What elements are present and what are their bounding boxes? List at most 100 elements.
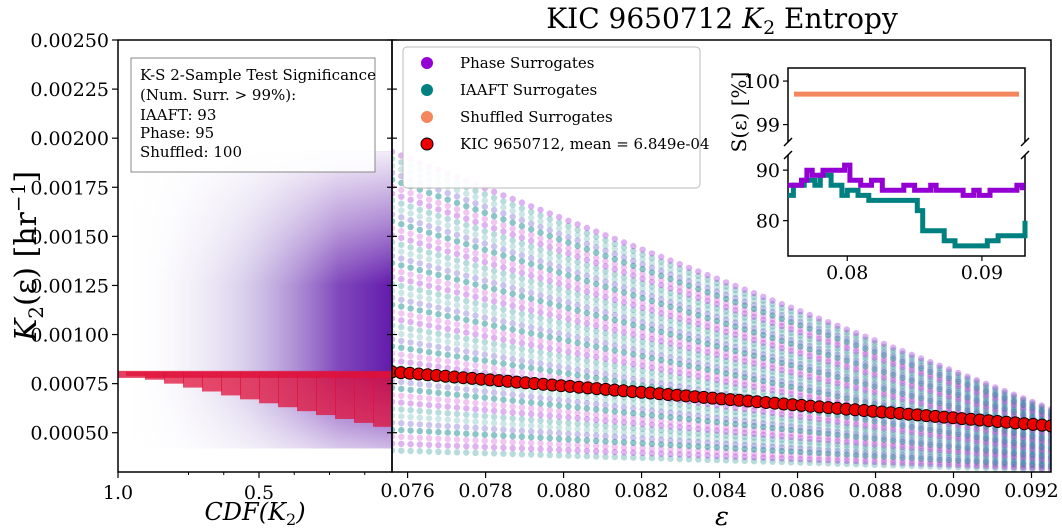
surrogate-point bbox=[546, 350, 553, 358]
surrogate-point bbox=[908, 367, 915, 374]
surrogate-point bbox=[481, 326, 488, 334]
surrogate-point bbox=[574, 296, 581, 303]
surrogate-point bbox=[862, 366, 869, 373]
surrogate-point bbox=[955, 446, 962, 453]
surrogate-point bbox=[392, 294, 396, 301]
surrogate-point bbox=[880, 453, 888, 460]
surrogate-point bbox=[936, 397, 943, 405]
surrogate-point bbox=[500, 228, 507, 235]
surrogate-point bbox=[463, 430, 470, 437]
surrogate-point bbox=[1010, 436, 1018, 443]
surrogate-point bbox=[658, 328, 665, 336]
surrogate-point bbox=[1020, 403, 1027, 410]
surrogate-point bbox=[416, 334, 423, 341]
surrogate-point bbox=[732, 424, 739, 432]
surrogate-point bbox=[732, 315, 739, 322]
surrogate-point bbox=[528, 434, 535, 441]
surrogate-point bbox=[416, 300, 423, 307]
surrogate-point bbox=[481, 234, 488, 241]
surrogate-point bbox=[732, 380, 739, 387]
surrogate-point bbox=[722, 353, 730, 361]
surrogate-point bbox=[620, 444, 628, 451]
surrogate-point bbox=[1020, 439, 1027, 446]
surrogate-point bbox=[945, 427, 953, 434]
surrogate-point bbox=[797, 339, 804, 347]
surrogate-point bbox=[787, 416, 795, 423]
surrogate-point bbox=[398, 330, 405, 338]
surrogate-point bbox=[982, 453, 990, 460]
surrogate-point bbox=[481, 394, 488, 401]
cdf-tick-label: 1.0 bbox=[103, 482, 133, 504]
surrogate-point bbox=[602, 288, 609, 296]
surrogate-point bbox=[444, 403, 451, 410]
surrogate-point bbox=[407, 189, 414, 197]
surrogate-point bbox=[852, 415, 860, 422]
surrogate-point bbox=[546, 412, 553, 419]
surrogate-point bbox=[425, 408, 433, 415]
surrogate-point bbox=[555, 263, 563, 271]
surrogate-point bbox=[797, 420, 804, 428]
surrogate-point bbox=[695, 268, 702, 275]
surrogate-point bbox=[927, 366, 934, 373]
surrogate-point bbox=[908, 444, 915, 451]
surrogate-point bbox=[732, 282, 739, 290]
surrogate-point bbox=[778, 337, 785, 344]
surrogate-point bbox=[1047, 435, 1051, 443]
surrogate-point bbox=[732, 457, 739, 464]
surrogate-point bbox=[787, 329, 795, 337]
surrogate-point bbox=[639, 324, 646, 331]
surrogate-point bbox=[722, 444, 730, 452]
surrogate-point bbox=[500, 306, 507, 313]
surrogate-point bbox=[463, 278, 470, 286]
surrogate-point bbox=[769, 297, 776, 304]
surrogate-point bbox=[620, 299, 628, 306]
surrogate-point bbox=[704, 297, 711, 305]
surrogate-point bbox=[463, 266, 470, 273]
surrogate-point bbox=[797, 434, 804, 442]
surrogate-point bbox=[685, 442, 693, 450]
surrogate-point bbox=[852, 436, 860, 443]
surrogate-point bbox=[602, 252, 609, 260]
surrogate-point bbox=[843, 341, 850, 349]
surrogate-point bbox=[955, 442, 962, 449]
surrogate-point bbox=[760, 320, 767, 327]
surrogate-point bbox=[732, 360, 739, 367]
surrogate-point bbox=[528, 208, 535, 216]
surrogate-point bbox=[750, 368, 758, 375]
legend-label-phase: Phase Surrogates bbox=[460, 54, 595, 72]
surrogate-point bbox=[704, 349, 711, 356]
surrogate-point bbox=[648, 345, 656, 352]
surrogate-point bbox=[787, 451, 795, 459]
surrogate-point bbox=[676, 283, 683, 291]
surrogate-point bbox=[973, 389, 980, 396]
surrogate-point bbox=[639, 454, 646, 462]
surrogate-point bbox=[407, 278, 414, 285]
surrogate-point bbox=[741, 445, 748, 453]
surrogate-point bbox=[825, 345, 832, 352]
surrogate-point bbox=[815, 345, 823, 352]
surrogate-point bbox=[908, 460, 915, 467]
surrogate-point bbox=[500, 312, 507, 319]
surrogate-point bbox=[760, 374, 767, 381]
surrogate-point bbox=[722, 349, 730, 356]
surrogate-point bbox=[880, 374, 888, 381]
surrogate-point bbox=[407, 298, 414, 305]
surrogate-point bbox=[472, 200, 479, 207]
surrogate-point bbox=[528, 203, 535, 210]
surrogate-point bbox=[639, 406, 646, 413]
surrogate-point bbox=[565, 250, 572, 257]
surrogate-point bbox=[546, 244, 553, 251]
surrogate-point bbox=[1001, 443, 1008, 451]
surrogate-point bbox=[667, 423, 674, 430]
surrogate-point bbox=[630, 306, 637, 314]
surrogate-point bbox=[787, 333, 795, 340]
surrogate-point bbox=[453, 218, 461, 226]
surrogate-point bbox=[880, 461, 888, 469]
surrogate-point bbox=[778, 378, 785, 385]
surrogate-point bbox=[797, 353, 804, 361]
surrogate-point bbox=[1001, 431, 1008, 438]
surrogate-point bbox=[704, 302, 711, 309]
surrogate-point bbox=[917, 365, 925, 372]
x-tick-label: 0.088 bbox=[848, 480, 902, 502]
surrogate-point bbox=[750, 336, 758, 344]
